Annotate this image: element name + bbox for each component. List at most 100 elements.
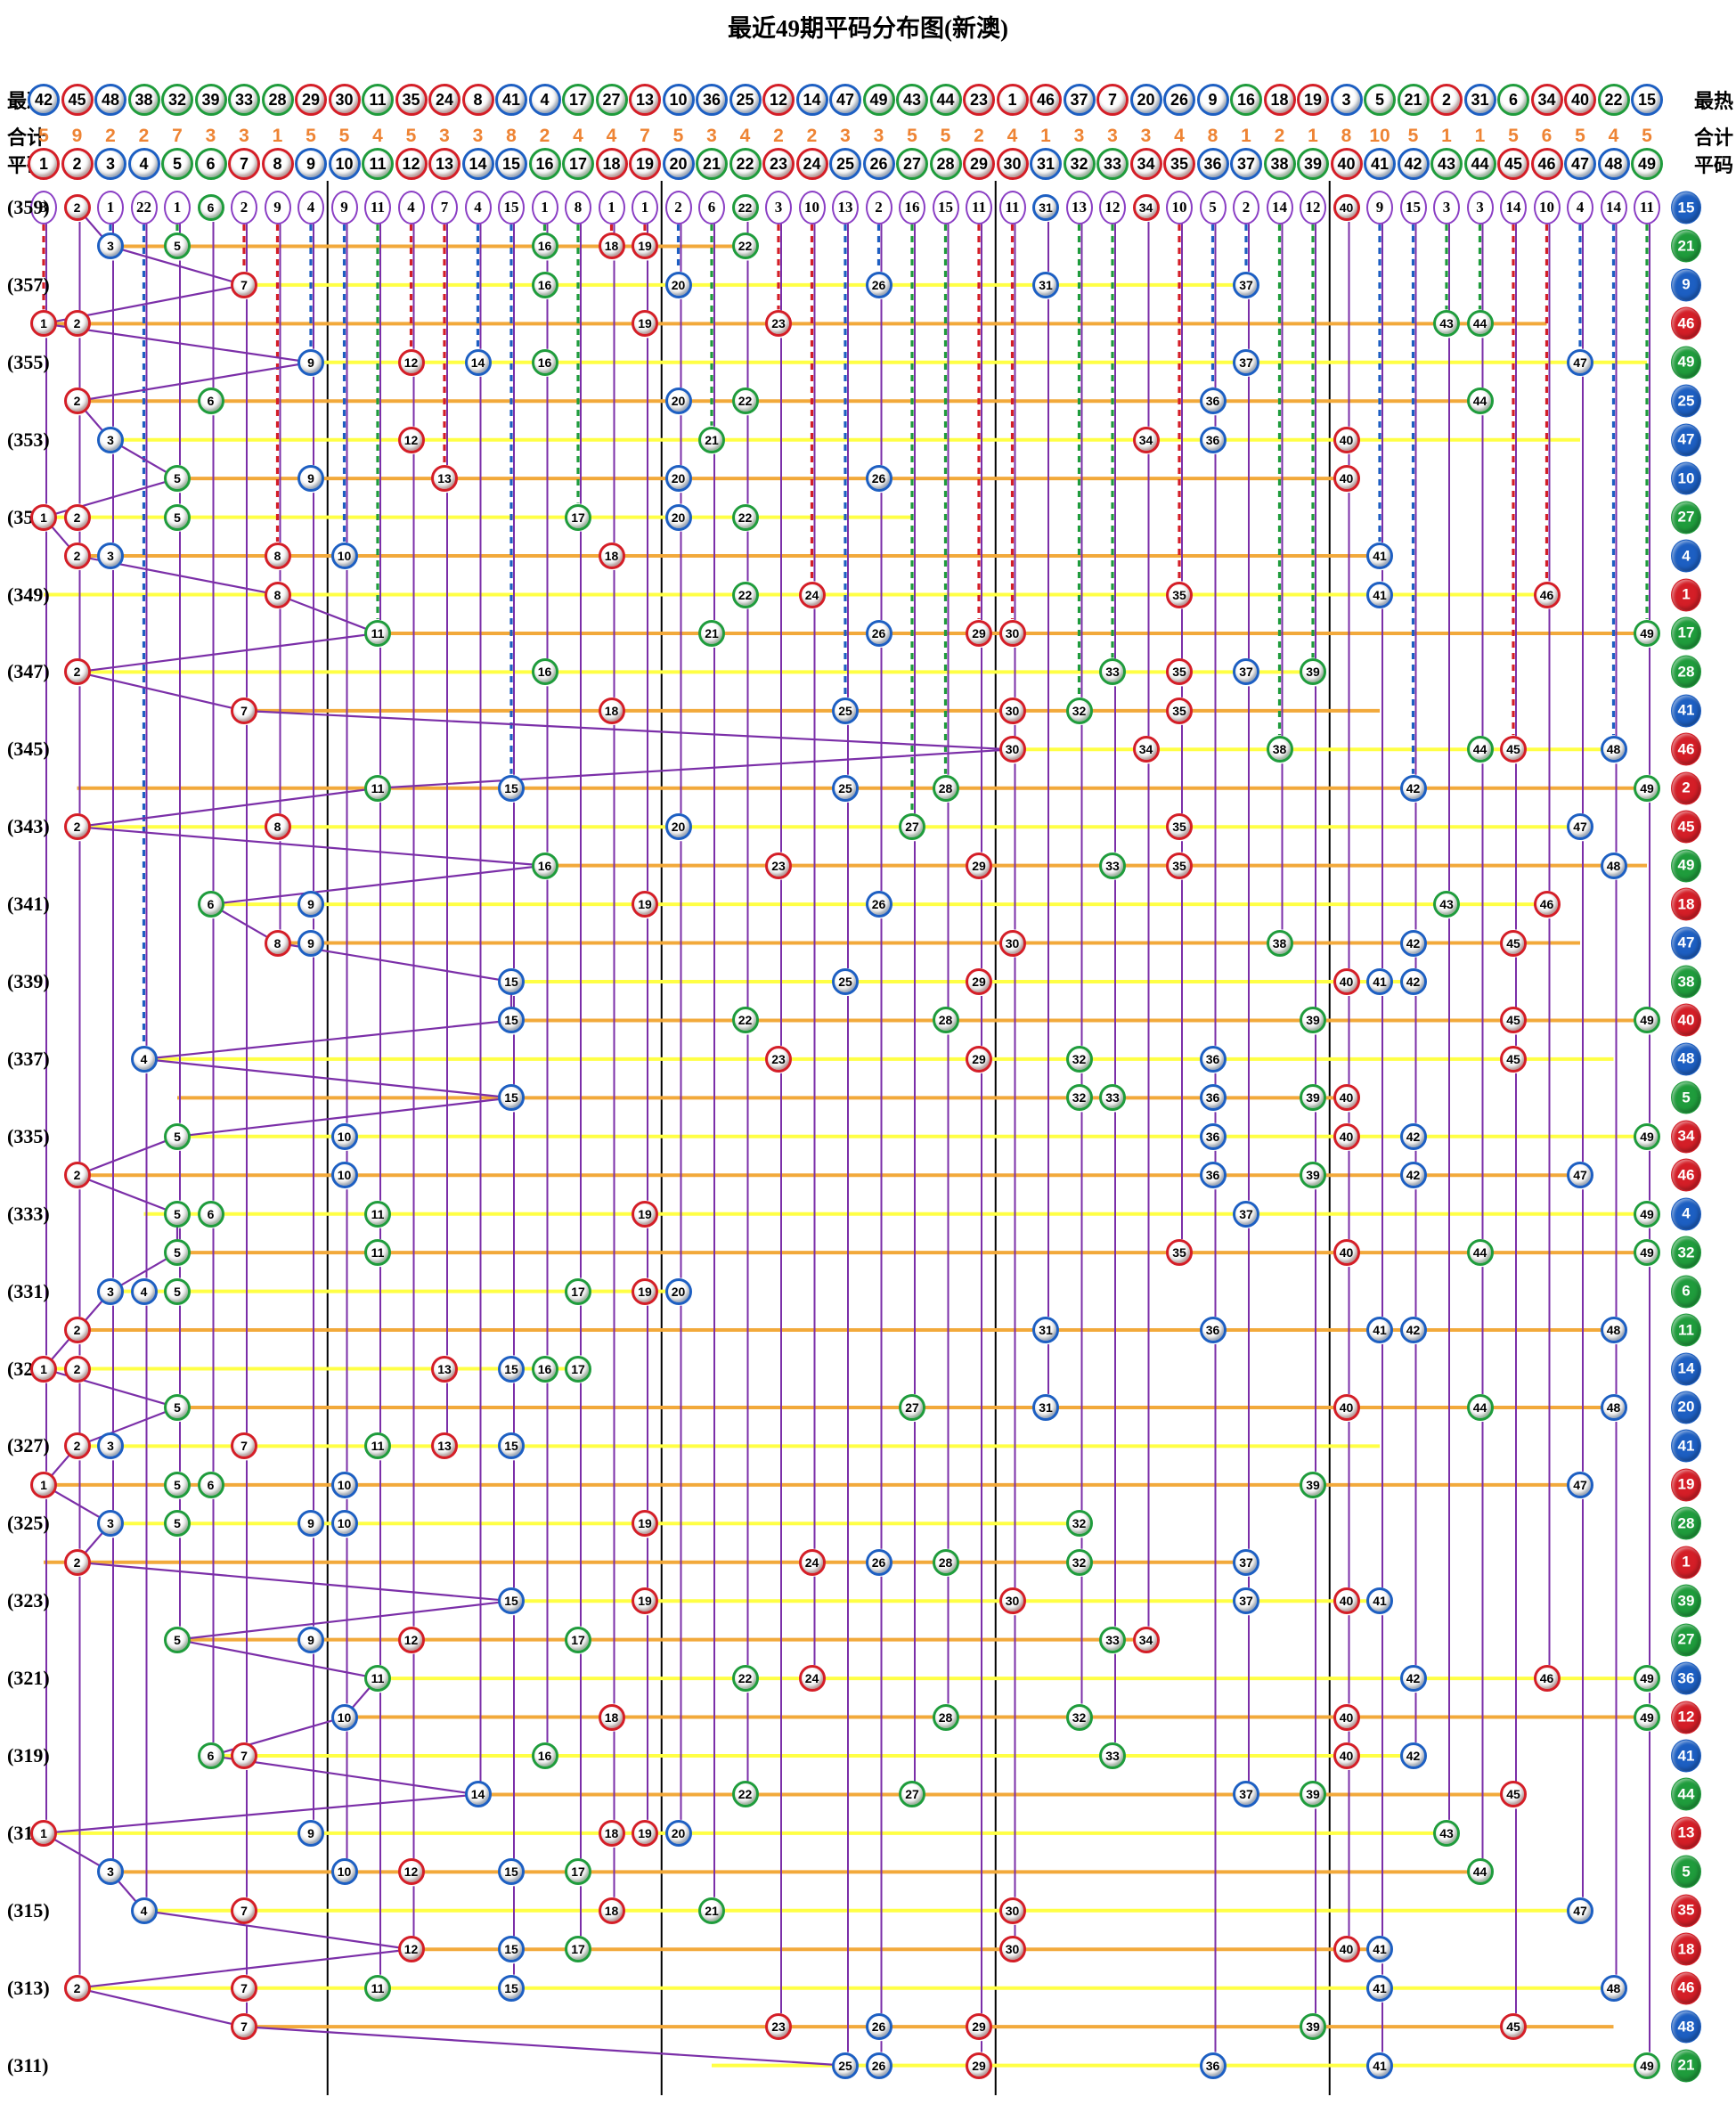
special-ball-15: 15 [1671,191,1701,224]
drawn-ball-28: 28 [932,1007,959,1034]
miss-circle-27: 16 [899,191,925,224]
drawn-ball-11: 11 [364,1974,391,2002]
special-ball-48: 48 [1671,2010,1701,2044]
drawn-ball-2: 2 [63,543,91,570]
flat-header-ball-28: 28 [929,148,962,180]
special-ball-49: 49 [1671,849,1701,883]
drawn-ball-15: 15 [498,968,525,995]
drawn-ball-23: 23 [765,1045,792,1073]
total-count: 2 [806,126,818,146]
drawn-ball-26: 26 [865,619,892,647]
coldest-ball-39: 39 [194,84,227,116]
period-label-359: (359) [7,196,50,218]
drawn-ball-10: 10 [330,1162,358,1189]
miss-circle-4: 22 [130,191,158,224]
coldest-ball-19: 19 [1297,84,1329,116]
miss-circle-43: 3 [1433,191,1460,224]
period-label-357: (357) [7,273,50,296]
drawn-ball-37: 37 [1233,1587,1259,1615]
special-ball-41: 41 [1671,1739,1701,1773]
special-ball-4: 4 [1671,539,1701,573]
drawn-ball-38: 38 [1266,929,1293,957]
drawn-ball-6: 6 [197,1742,224,1769]
drawn-ball-30: 30 [998,619,1026,647]
special-ball-48: 48 [1671,1042,1701,1076]
drawn-ball-12: 12 [397,1936,425,1963]
drawn-ball-48: 48 [1600,852,1627,879]
drawn-ball-27: 27 [899,813,925,841]
drawn-ball-10: 10 [330,1858,358,1886]
drawn-ball-19: 19 [632,1277,658,1305]
special-ball-45: 45 [1671,810,1701,844]
flat-header-ball-14: 14 [461,148,494,180]
drawn-ball-40: 40 [1333,194,1360,221]
total-count: 3 [239,126,249,146]
coldest-ball-49: 49 [862,84,895,116]
drawn-ball-7: 7 [231,1974,257,2002]
flat-header-ball-21: 21 [696,148,728,180]
drawn-ball-9: 9 [297,929,324,957]
miss-circle-12: 4 [397,191,425,224]
drawn-ball-45: 45 [1500,2013,1527,2041]
drawn-ball-3: 3 [97,426,124,453]
miss-circle-26: 2 [865,191,892,224]
period-label-323: (323) [7,1589,50,1612]
drawn-ball-6: 6 [197,388,224,415]
total-count: 2 [773,126,784,146]
miss-circle-16: 1 [531,191,558,224]
drawn-ball-5: 5 [164,1277,191,1305]
drawn-ball-2: 2 [63,194,91,221]
drawn-ball-30: 30 [998,736,1026,763]
drawn-ball-45: 45 [1500,736,1527,763]
total-count: 4 [606,126,617,146]
drawn-ball-30: 30 [998,697,1026,724]
drawn-ball-16: 16 [531,852,558,879]
coldest-ball-47: 47 [829,84,861,116]
drawn-ball-15: 15 [498,774,525,802]
total-count: 5 [672,126,684,146]
drawn-ball-23: 23 [765,310,792,338]
total-count: 8 [506,126,517,146]
drawn-ball-9: 9 [297,891,324,918]
drawn-ball-49: 49 [1634,1200,1660,1228]
miss-circle-3: 1 [97,191,124,224]
drawn-ball-18: 18 [598,1897,625,1924]
flat-header-ball-24: 24 [795,148,828,180]
drawn-ball-20: 20 [664,465,692,493]
miss-circle-9: 4 [297,191,324,224]
drawn-ball-35: 35 [1166,852,1193,879]
drawn-ball-34: 34 [1132,426,1160,453]
drawn-ball-28: 28 [932,1548,959,1576]
drawn-ball-7: 7 [231,697,257,724]
drawn-ball-10: 10 [330,1703,358,1731]
drawn-ball-42: 42 [1399,1122,1427,1150]
miss-circle-28: 15 [932,191,959,224]
drawn-ball-12: 12 [397,1858,425,1886]
drawn-ball-21: 21 [698,426,725,453]
flat-header-ball-25: 25 [829,148,861,180]
period-label-349: (349) [7,583,50,606]
coldest-ball-8: 8 [461,84,494,116]
drawn-ball-47: 47 [1567,348,1593,376]
drawn-ball-35: 35 [1166,1239,1193,1267]
period-label-341: (341) [7,893,50,916]
total-count: 10 [1369,126,1390,146]
coldest-ball-28: 28 [261,84,294,116]
drawn-ball-40: 40 [1333,426,1360,453]
total-count: 8 [1207,126,1218,146]
drawn-ball-31: 31 [1032,194,1059,221]
drawn-ball-11: 11 [364,1432,391,1460]
special-ball-20: 20 [1671,1391,1701,1424]
drawn-ball-45: 45 [1500,1045,1527,1073]
drawn-ball-9: 9 [297,465,324,493]
drawn-ball-9: 9 [297,348,324,376]
drawn-ball-1: 1 [30,1819,57,1847]
drawn-ball-3: 3 [97,1858,124,1886]
period-label-331: (331) [7,1279,50,1302]
total-count: 3 [1140,126,1152,146]
drawn-ball-22: 22 [731,1665,759,1693]
total-count: 3 [840,126,851,146]
drawn-ball-41: 41 [1366,2052,1393,2079]
period-label-325: (325) [7,1512,50,1535]
drawn-ball-42: 42 [1399,1665,1427,1693]
